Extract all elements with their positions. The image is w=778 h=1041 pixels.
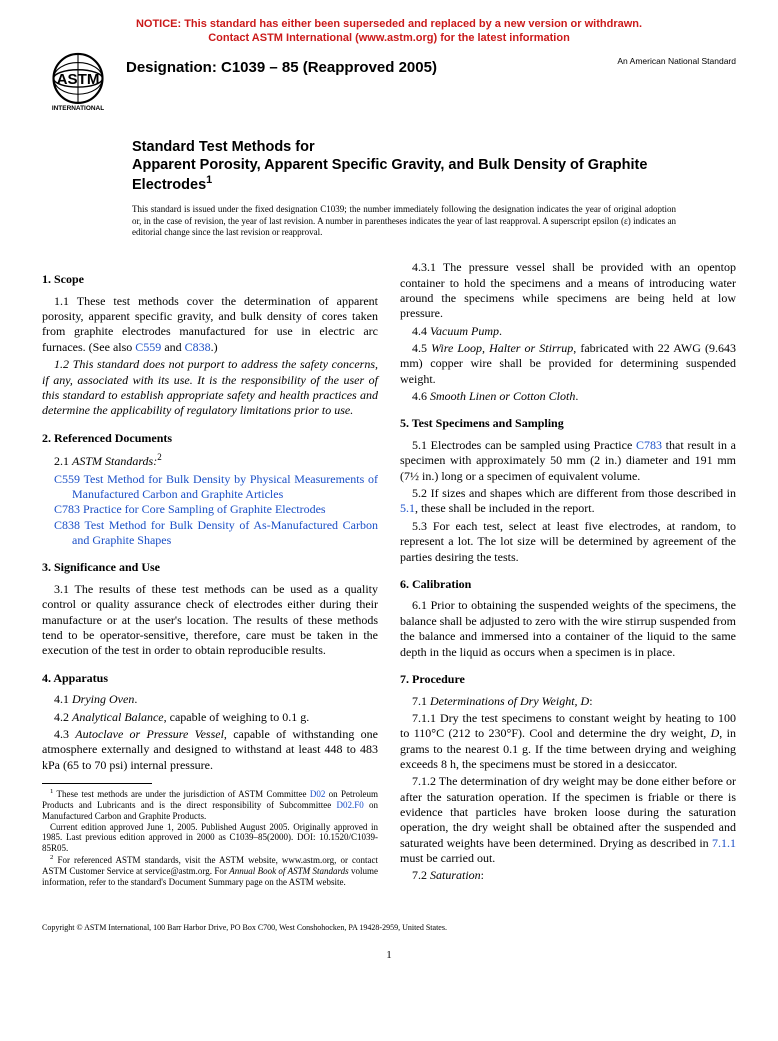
proc-p1: 7.1 Determinations of Dry Weight, D: bbox=[400, 694, 736, 709]
designation-label: Designation: C1039 – 85 (Reapproved 2005… bbox=[126, 58, 437, 78]
app-p6: 4.6 Smooth Linen or Cotton Cloth. bbox=[400, 389, 736, 404]
proc-p12: 7.1.2 The determination of dry weight ma… bbox=[400, 774, 736, 866]
spec-p1: 5.1 Electrodes can be sampled using Prac… bbox=[400, 438, 736, 484]
crossref-c559[interactable]: C559 bbox=[135, 340, 161, 354]
refs-sub: 2.1 ASTM Standards:2 bbox=[42, 452, 378, 469]
notice-banner: NOTICE: This standard has either been su… bbox=[42, 18, 736, 46]
app-p3: 4.3 Autoclave or Pressure Vessel, capabl… bbox=[42, 727, 378, 773]
page: NOTICE: This standard has either been su… bbox=[0, 0, 778, 982]
spec-head: 5. Test Specimens and Sampling bbox=[400, 416, 736, 432]
refs-list: C559 Test Method for Bulk Density by Phy… bbox=[54, 472, 378, 549]
proc-p2: 7.2 Saturation: bbox=[400, 868, 736, 883]
app-head: 4. Apparatus bbox=[42, 671, 378, 687]
footnote-2: 2 For referenced ASTM standards, visit t… bbox=[42, 854, 378, 887]
ref-item-c838[interactable]: C838 Test Method for Bulk Density of As-… bbox=[54, 518, 378, 549]
notice-line2: Contact ASTM International (www.astm.org… bbox=[208, 32, 570, 44]
crossref-c838[interactable]: C838 bbox=[185, 340, 211, 354]
sig-p1: 3.1 The results of these test methods ca… bbox=[42, 582, 378, 659]
sig-head: 3. Significance and Use bbox=[42, 560, 378, 576]
spec-p2: 5.2 If sizes and shapes which are differ… bbox=[400, 486, 736, 517]
refs-head: 2. Referenced Documents bbox=[42, 431, 378, 447]
scope-p2: 1.2 This standard does not purport to ad… bbox=[42, 357, 378, 418]
ref-item-c559[interactable]: C559 Test Method for Bulk Density by Phy… bbox=[54, 472, 378, 503]
svg-text:ASTM: ASTM bbox=[57, 71, 100, 88]
issuance-note: This standard is issued under the fixed … bbox=[132, 204, 676, 238]
title-block: Standard Test Methods for Apparent Poros… bbox=[132, 138, 696, 195]
astm-logo-icon: ASTM INTERNATIONAL bbox=[42, 52, 114, 112]
footnote-1b: Current edition approved June 1, 2005. P… bbox=[42, 822, 378, 854]
app-p1: 4.1 Drying Oven. bbox=[42, 692, 378, 707]
svg-text:INTERNATIONAL: INTERNATIONAL bbox=[52, 105, 104, 112]
crossref-d02f0[interactable]: D02.F0 bbox=[336, 800, 363, 810]
spec-p3: 5.3 For each test, select at least five … bbox=[400, 519, 736, 565]
copyright-line: Copyright © ASTM International, 100 Barr… bbox=[42, 923, 736, 933]
title-footnote-ref: 1 bbox=[206, 174, 212, 186]
proc-head: 7. Procedure bbox=[400, 672, 736, 688]
body-columns: 1. Scope 1.1 These test methods cover th… bbox=[42, 260, 736, 887]
title-main: Apparent Porosity, Apparent Specific Gra… bbox=[132, 156, 696, 194]
cal-head: 6. Calibration bbox=[400, 577, 736, 593]
footnote-1: 1 These test methods are under the juris… bbox=[42, 788, 378, 821]
cal-p1: 6.1 Prior to obtaining the suspended wei… bbox=[400, 598, 736, 659]
app-p4: 4.4 Vacuum Pump. bbox=[400, 324, 736, 339]
title-pretitle: Standard Test Methods for bbox=[132, 138, 696, 157]
scope-head: 1. Scope bbox=[42, 272, 378, 288]
crossref-c783b[interactable]: C783 bbox=[636, 438, 662, 452]
column-left: 1. Scope 1.1 These test methods cover th… bbox=[42, 260, 378, 887]
scope-p1: 1.1 These test methods cover the determi… bbox=[42, 294, 378, 355]
notice-line1: NOTICE: This standard has either been su… bbox=[136, 18, 642, 30]
crossref-5-1[interactable]: 5.1 bbox=[400, 501, 415, 515]
column-right: 4.3.1 The pressure vessel shall be provi… bbox=[400, 260, 736, 887]
ref-item-c783[interactable]: C783 Practice for Core Sampling of Graph… bbox=[54, 502, 378, 517]
ans-label: An American National Standard bbox=[617, 56, 736, 67]
crossref-d02[interactable]: D02 bbox=[310, 789, 326, 799]
app-p31: 4.3.1 The pressure vessel shall be provi… bbox=[400, 260, 736, 321]
proc-p11: 7.1.1 Dry the test specimens to constant… bbox=[400, 711, 736, 772]
page-number: 1 bbox=[42, 948, 736, 962]
footnote-rule bbox=[42, 783, 152, 784]
crossref-7-1-1[interactable]: 7.1.1 bbox=[712, 836, 736, 850]
app-p2: 4.2 Analytical Balance, capable of weigh… bbox=[42, 710, 378, 725]
header-row: ASTM INTERNATIONAL Designation: C1039 – … bbox=[42, 52, 736, 112]
app-p5: 4.5 Wire Loop, Halter or Stirrup, fabric… bbox=[400, 341, 736, 387]
